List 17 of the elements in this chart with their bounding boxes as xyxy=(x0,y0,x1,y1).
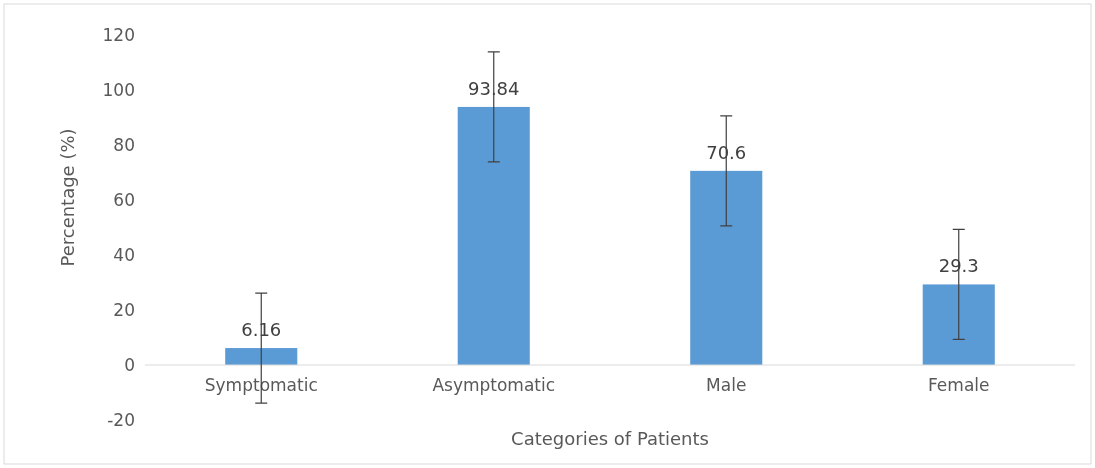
bar xyxy=(690,170,763,365)
y-tick-label: 40 xyxy=(113,244,135,265)
bar xyxy=(457,106,530,365)
y-tick-label: 100 xyxy=(102,79,135,100)
bar xyxy=(225,348,298,365)
y-tick-label: 120 xyxy=(102,24,135,45)
y-tick-label: 0 xyxy=(124,354,135,375)
bar xyxy=(922,284,995,365)
x-tick-label: Asymptomatic xyxy=(432,375,556,396)
y-tick-label: 60 xyxy=(113,189,135,210)
x-tick-label: Male xyxy=(706,375,747,396)
y-tick-label: 20 xyxy=(113,299,135,320)
x-axis-title: Categories of Patients xyxy=(511,428,709,449)
y-axis-title: Percentage (%) xyxy=(57,128,78,267)
y-tick-label: -20 xyxy=(107,409,135,430)
x-tick-label: Female xyxy=(928,375,990,396)
y-tick-label: 80 xyxy=(113,134,135,155)
